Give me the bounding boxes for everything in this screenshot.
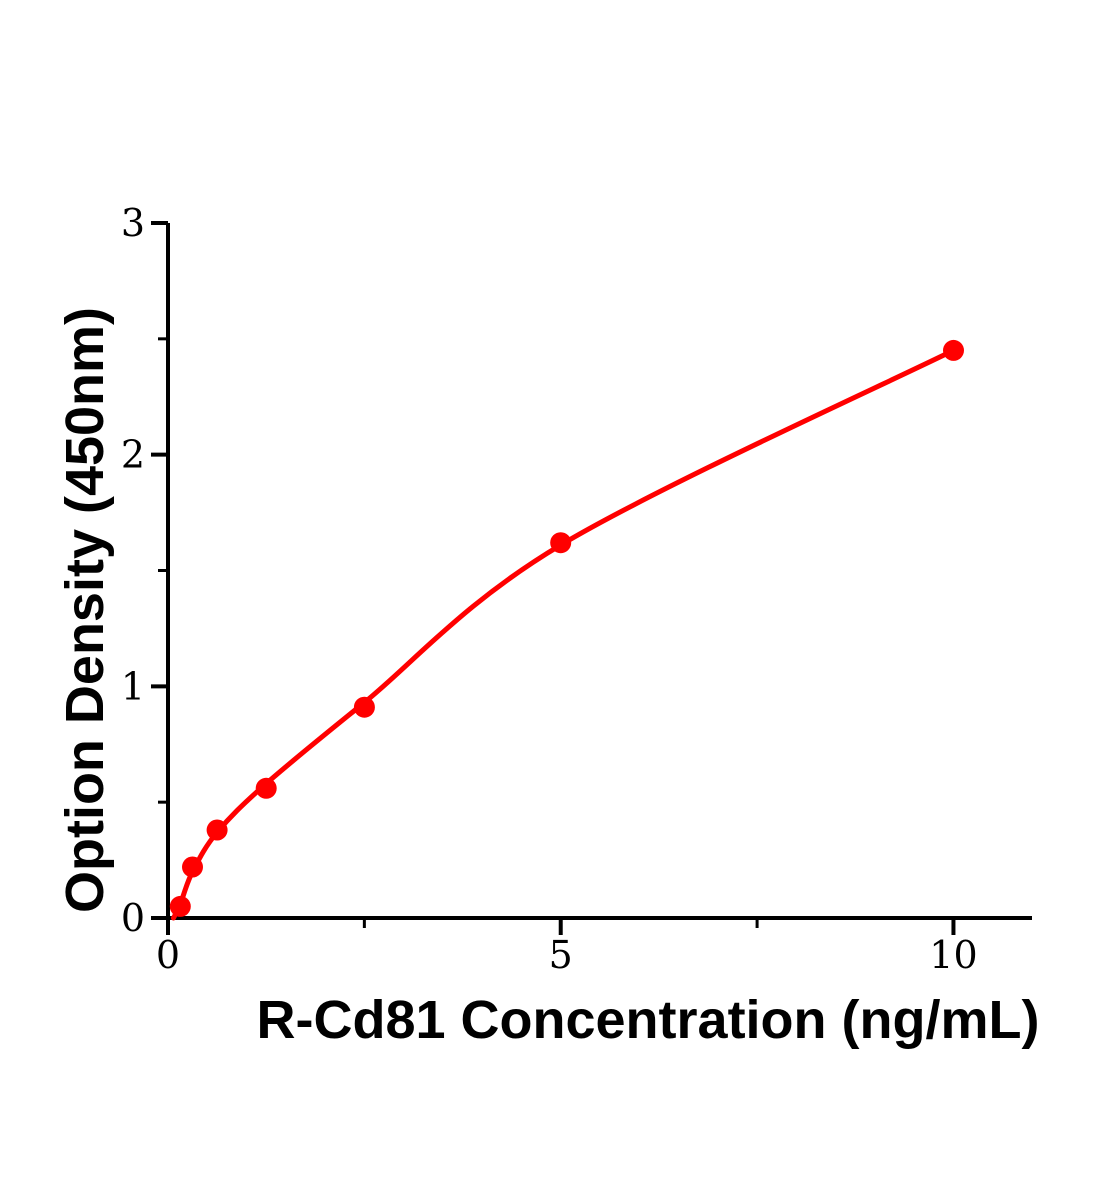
data-point	[182, 856, 203, 878]
y-axis-title: Option Density (450nm)	[55, 307, 115, 913]
y-tick-label: 1	[121, 664, 145, 708]
x-tick-label: 5	[549, 933, 573, 977]
data-point	[169, 895, 191, 917]
data-point	[206, 819, 228, 841]
data-point	[943, 339, 964, 361]
data-point	[255, 777, 277, 799]
x-axis-title: R-Cd81 Concentration (ng/mL)	[257, 990, 1040, 1050]
fit-curve	[171, 347, 956, 921]
x-tick-label: 10	[929, 933, 977, 977]
data-point	[353, 696, 375, 718]
y-tick-label: 2	[121, 433, 145, 477]
y-tick-label: 3	[121, 201, 145, 245]
plot-series	[169, 339, 964, 921]
data-point	[550, 532, 572, 554]
x-tick-label: 0	[156, 933, 180, 977]
plot-axes: 0 5 10 0 1 2 3	[121, 201, 1032, 977]
y-tick-label: 0	[121, 896, 145, 940]
